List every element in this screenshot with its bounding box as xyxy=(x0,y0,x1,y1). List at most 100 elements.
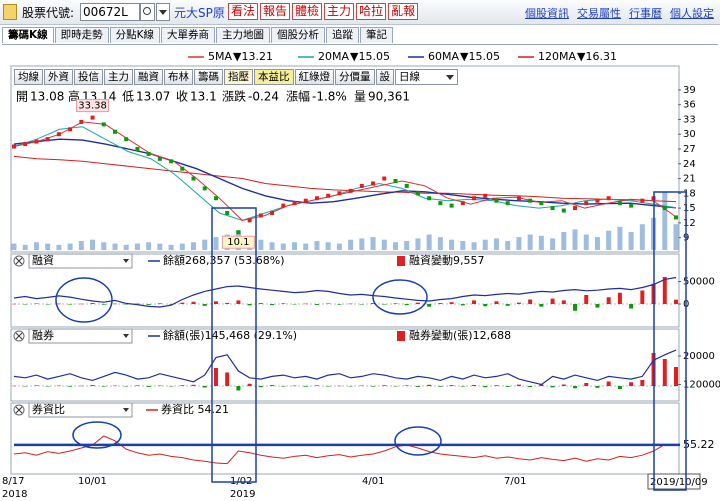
tab[interactable]: 主力地圖 xyxy=(216,27,271,43)
close-x xyxy=(15,406,23,414)
change-bar xyxy=(124,304,129,305)
change-bar xyxy=(382,304,387,305)
volume-bar xyxy=(617,226,623,250)
indicator-button[interactable]: 投信 xyxy=(74,69,103,85)
change-bar xyxy=(483,304,488,307)
change-bar xyxy=(23,386,28,387)
change-legend: 融資變動9,557 xyxy=(409,253,485,267)
candle xyxy=(79,119,84,124)
tab[interactable]: 筆記 xyxy=(360,27,394,43)
candle xyxy=(674,215,678,220)
change-bar xyxy=(584,295,589,304)
x-tick-label: 8/17 xyxy=(2,476,24,487)
tab[interactable]: 籌碼K線 xyxy=(2,27,54,43)
change-bar xyxy=(595,386,600,388)
volume-bar xyxy=(460,240,466,250)
quote-label: 低 xyxy=(122,90,134,104)
action-button[interactable]: 體檢 xyxy=(292,3,323,20)
change-bar xyxy=(79,303,84,305)
change-bar xyxy=(606,297,611,304)
panel-select[interactable] xyxy=(28,328,133,344)
indicator-button[interactable]: 設 xyxy=(375,69,394,85)
top-link[interactable]: 交易屬性 xyxy=(577,7,621,20)
indicator-button[interactable]: 本益比 xyxy=(254,69,294,85)
change-bar xyxy=(528,299,533,304)
indicator-button[interactable]: 籌碼 xyxy=(194,69,223,85)
change-bar xyxy=(101,304,106,305)
volume-bar xyxy=(404,240,410,250)
indicator-button[interactable]: 布林 xyxy=(164,69,193,85)
change-bar xyxy=(415,386,420,387)
panel-select[interactable] xyxy=(28,253,133,269)
y-tick-label: 21 xyxy=(683,174,696,185)
y-tick-label: 27 xyxy=(683,144,696,155)
candle xyxy=(68,127,73,132)
change-bar xyxy=(674,299,678,304)
indicator-button[interactable]: 外資 xyxy=(44,69,73,85)
action-button[interactable]: 主力 xyxy=(324,3,355,20)
candle xyxy=(292,201,297,206)
volume-bar xyxy=(101,242,107,250)
candle xyxy=(415,191,420,196)
quote-label: 收 xyxy=(176,90,188,104)
volume-bar xyxy=(112,243,118,250)
toolbar: 股票代號: 00672L 元大SP原 看法 報告 體檢 主力 哈拉 亂報 個股資訊 交易屬性… xyxy=(0,0,720,25)
action-button[interactable]: 哈拉 xyxy=(356,3,387,20)
change-bar xyxy=(45,386,50,387)
indicator-button[interactable]: 均線 xyxy=(14,69,43,85)
panel-select-text: 融資 xyxy=(32,254,54,267)
change-bar xyxy=(516,384,521,386)
indicator-button[interactable]: 主力 xyxy=(104,69,133,85)
tab[interactable]: 分點K線 xyxy=(109,27,161,43)
change-bar xyxy=(640,290,645,304)
ratio-legend: 券資比 54.21 xyxy=(161,402,229,416)
search-button[interactable] xyxy=(140,3,155,21)
candle xyxy=(112,129,117,134)
change-bar xyxy=(371,386,376,387)
change-bar xyxy=(169,304,174,305)
change-legend-swatch xyxy=(397,256,405,266)
change-bar xyxy=(34,385,39,386)
change-bar xyxy=(449,385,454,386)
annotation-ellipse xyxy=(72,421,122,449)
tab[interactable]: 即時走勢 xyxy=(54,27,109,43)
ma-line xyxy=(13,126,677,221)
top-link[interactable]: 個人設定 xyxy=(670,7,714,20)
change-bar xyxy=(236,300,241,304)
panel-select[interactable] xyxy=(28,402,133,418)
volume-bar xyxy=(45,243,51,250)
change-bar xyxy=(56,385,61,387)
change-bar xyxy=(494,385,499,386)
x-year-label: 2019 xyxy=(230,489,255,500)
top-link[interactable]: 行事曆 xyxy=(629,7,662,20)
candle xyxy=(460,201,465,206)
action-button[interactable]: 報告 xyxy=(260,3,291,20)
volume-bar xyxy=(639,224,645,250)
change-bar xyxy=(90,303,95,304)
indicator-button[interactable]: 紅綠燈 xyxy=(294,69,334,85)
change-bar xyxy=(348,386,353,387)
volume-bar xyxy=(583,234,589,250)
change-bar xyxy=(326,386,331,387)
tab[interactable]: 追蹤 xyxy=(326,27,360,43)
indicator-button[interactable]: 分價量 xyxy=(335,69,375,85)
volume-bar xyxy=(538,235,544,250)
indicator-button[interactable]: 指壓 xyxy=(224,69,253,85)
tab[interactable]: 個股分析 xyxy=(271,27,326,43)
quote-value: 13.07 xyxy=(136,90,170,104)
action-button[interactable]: 看法 xyxy=(228,3,259,20)
change-bar xyxy=(68,304,73,305)
code-input[interactable]: 00672L xyxy=(80,3,140,21)
indicator-button[interactable]: 融資 xyxy=(134,69,163,85)
price-note-box xyxy=(76,99,110,113)
change-bar xyxy=(12,385,16,387)
candle xyxy=(303,198,308,203)
tab[interactable]: 大單券商 xyxy=(161,27,216,43)
period-select[interactable]: 日線 xyxy=(395,69,458,85)
action-button[interactable]: 亂報 xyxy=(388,3,419,20)
volume-bar xyxy=(471,242,477,250)
balance-legend: 餘額268,357 (53.68%) xyxy=(163,253,285,267)
top-link[interactable]: 個股資訊 xyxy=(525,7,569,20)
dropdown-button[interactable] xyxy=(156,3,170,21)
